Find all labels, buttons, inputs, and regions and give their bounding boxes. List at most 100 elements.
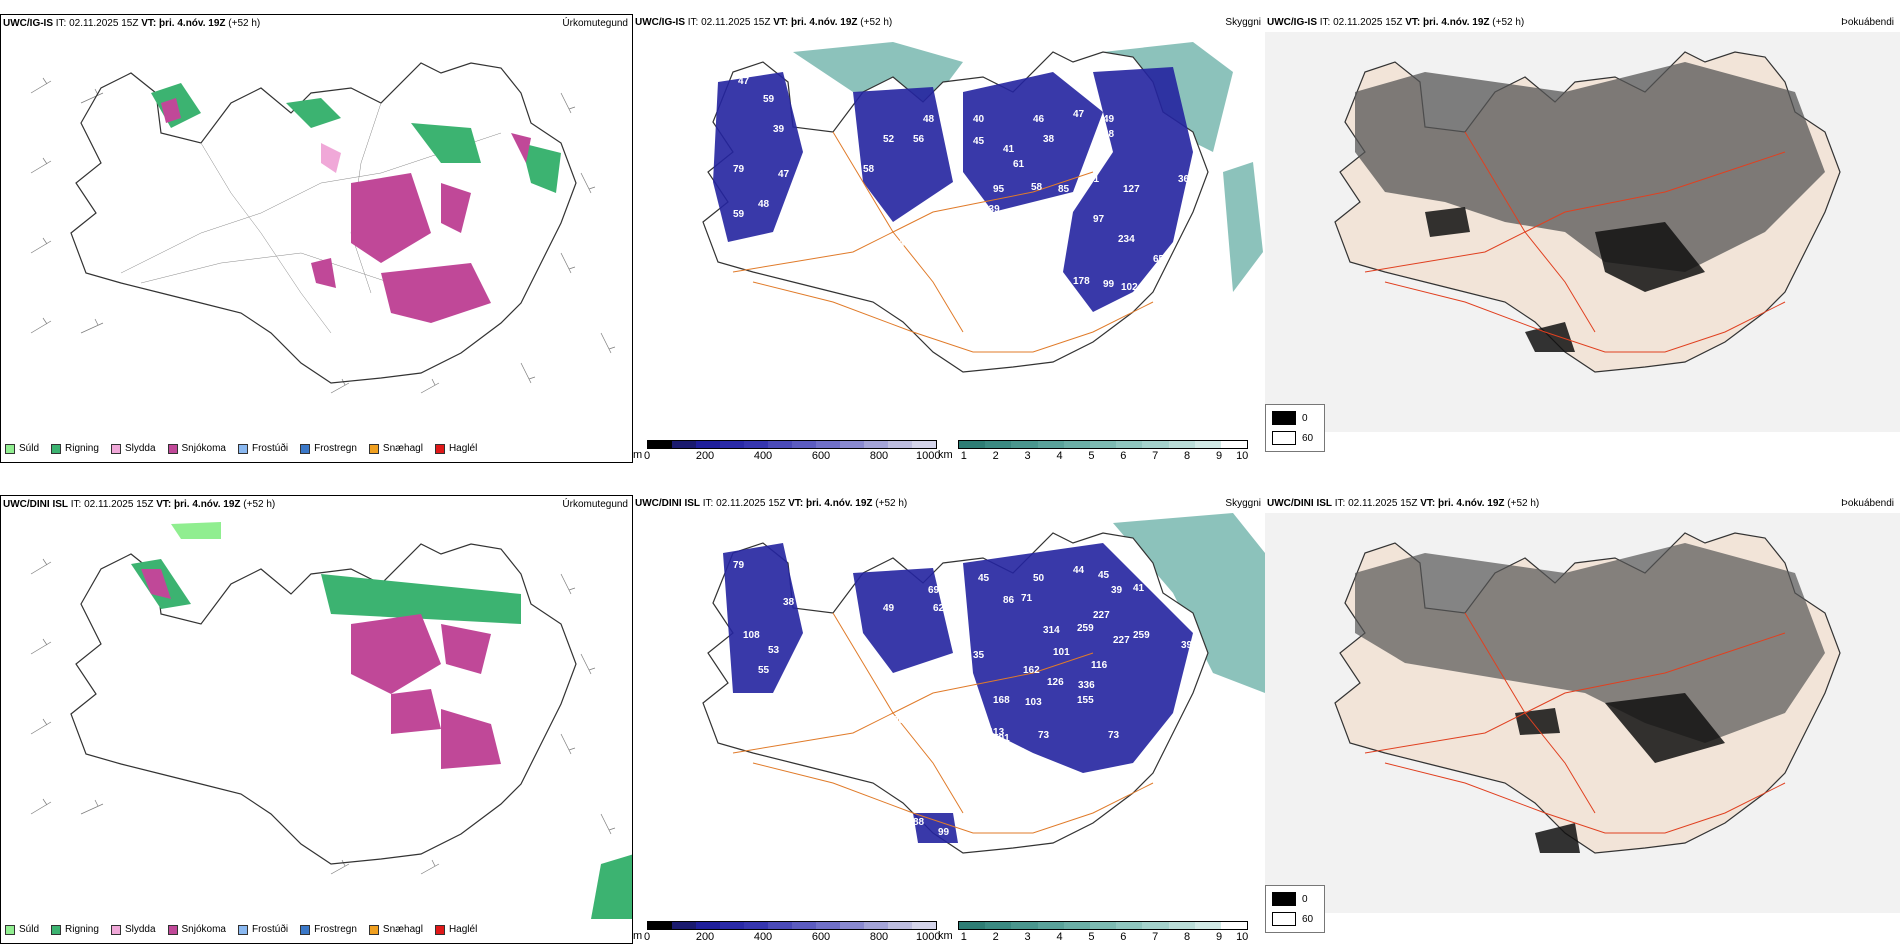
cloud-base-label: 38: [783, 597, 795, 608]
colorbar-unit: m: [633, 449, 643, 461]
legend-swatch: [167, 924, 178, 935]
cloud-base-label: 127: [1123, 184, 1140, 195]
colorbar-ticks: 1 2 3 4 5 6 7 8 9 10: [960, 450, 1249, 462]
dense-fog-spots: [1515, 693, 1725, 853]
legend-swatch: [167, 443, 178, 454]
legend-item: Haglél: [434, 924, 477, 935]
legend-item: Frostúði: [237, 924, 288, 935]
legend-item: Snæhagl: [368, 924, 423, 935]
cloud-base-label: 48: [923, 114, 935, 125]
cloud-base-label: 49: [1103, 114, 1115, 125]
colorbar-unit: m: [633, 930, 643, 942]
panel-product: Skyggni: [1225, 17, 1261, 28]
fog-legend-row: 0: [1272, 892, 1308, 906]
cloud-base-label: 178: [1008, 747, 1025, 758]
cloud-base-label: 48: [758, 199, 770, 210]
precip-type-legend: Súld Rigning Slydda Snjókoma Frostúði Fr…: [5, 924, 477, 935]
cloud-base-label: 47: [778, 169, 790, 180]
cloud-base-label: 113: [988, 727, 1005, 738]
iceland-precip-map: [30, 62, 616, 394]
cloud-base-label: 105: [1023, 219, 1040, 230]
cloud-base-label: 99: [1103, 279, 1115, 290]
roads: [1364, 612, 1786, 834]
cloud-base-label: 52: [883, 134, 895, 145]
colorbar-ticks: 0 200 400 600 800 1000: [643, 450, 941, 462]
colorbar-scale: [647, 440, 937, 449]
legend-swatch: [237, 924, 248, 935]
colorbar-ticks: 1 2 3 4 5 6 7 8 9 10: [960, 931, 1249, 943]
cloud-base-label: 50: [1033, 573, 1045, 584]
cloud-base-label: 101: [1053, 647, 1070, 658]
cloud-base-label: 162: [1023, 665, 1040, 676]
cloud-base-label: 51: [763, 705, 775, 716]
cloud-base-label: 39: [1111, 585, 1123, 596]
legend-swatch: [1272, 411, 1296, 425]
cloud-base-label: 45: [973, 136, 985, 147]
cloud-base-label: 72: [958, 697, 970, 708]
cloud-base-label: 58: [863, 164, 875, 175]
iceland-fog-map: [1265, 513, 1900, 913]
cloud-base-label: 60: [1133, 553, 1145, 564]
cloud-base-label: 126: [1018, 236, 1035, 247]
cloud-base-label: 102: [1121, 282, 1138, 293]
cloud-base-label: 38: [1043, 134, 1055, 145]
cloud-base-label: 47: [1073, 109, 1085, 120]
legend-swatch: [5, 443, 15, 454]
cloud-base-label: 56: [913, 134, 925, 145]
legend-item: Slydda: [110, 443, 156, 454]
cloud-base-label: 53: [768, 645, 780, 656]
cloud-base-label: 99: [938, 827, 950, 838]
dense-fog-spots: [1425, 207, 1705, 352]
cloud-base-label: 71: [1021, 593, 1033, 604]
cloud-base-label: 79: [733, 164, 745, 175]
roads: [1364, 131, 1786, 353]
low-cloud-base-areas: [723, 543, 1193, 843]
fog-legend: 0 60: [1265, 885, 1325, 933]
cloud-base-label: 103: [1023, 282, 1040, 293]
legend-item: Frostúði: [237, 443, 288, 454]
legend-item: Rigning: [51, 443, 99, 454]
cloud-base-label: 227: [1113, 635, 1130, 646]
legend-item: Frostregn: [300, 924, 357, 935]
iceland-fog-map: [1265, 32, 1900, 432]
legend-swatch: [1272, 892, 1296, 906]
cloud-base-colorbar: m 0 200 400 600 800 1000: [633, 921, 941, 944]
legend-swatch: [51, 924, 62, 935]
legend-item: Frostregn: [300, 443, 357, 454]
legend-swatch: [51, 443, 62, 454]
cloud-base-label: 101: [993, 733, 1010, 744]
precip-type-panel-bottom: UWC/DINI ISL IT: 02.11.2025 15Z VT: þri.…: [0, 495, 633, 944]
cloud-base-label: 45: [978, 573, 990, 584]
cloud-base-label: 41: [1003, 144, 1015, 155]
fog-dark-areas: [1355, 543, 1825, 743]
cloud-base-label: 47: [738, 76, 750, 87]
cloud-base-label: 45: [1098, 570, 1110, 581]
panel-product: Þokuábendi: [1841, 498, 1894, 509]
colorbar-scale: [958, 440, 1248, 449]
panel-product: Úrkomutegund: [562, 18, 628, 29]
iceland-cloudbase-map: 79 38 108 53 55 51 49 69 54 50 45 86 50 …: [702, 513, 1265, 854]
legend-item: Rigning: [51, 924, 99, 935]
colorbar-scale: [958, 921, 1248, 930]
iceland-cloudbase-map: 47 59 34 39 48 52 56 40 46 47 49 48 45 5…: [702, 42, 1263, 373]
cloud-base-label: 139: [983, 204, 1000, 215]
cloud-base-label: 126: [1047, 677, 1064, 688]
legend-swatch: [1272, 912, 1296, 926]
legend-item: Haglél: [434, 443, 477, 454]
visibility-colorbar: km 1 2 3 4 5 6 7 8 9 10: [938, 440, 1249, 463]
cloud-base-label: 39: [1181, 640, 1193, 651]
roads: [732, 131, 1154, 353]
cloud-base-label: 50: [943, 573, 955, 584]
cloud-base-label: 336: [1078, 680, 1095, 691]
legend-swatch: [368, 924, 379, 935]
cloud-base-label: 178: [1073, 276, 1090, 287]
cloud-base-label: 73: [1108, 730, 1120, 741]
cloud-base-label: 49: [883, 603, 895, 614]
panel-title: UWC/IG-IS IT: 02.11.2025 15Z VT: þri. 4.…: [1267, 17, 1525, 28]
panel-product: Úrkomutegund: [562, 499, 628, 510]
colorbar-unit: km: [938, 930, 953, 942]
cloud-base-label: 55: [758, 665, 770, 676]
cloud-base-label: 69: [928, 585, 940, 596]
fog-legend-row: 60: [1272, 912, 1313, 926]
cloud-base-label: 39: [773, 124, 785, 135]
